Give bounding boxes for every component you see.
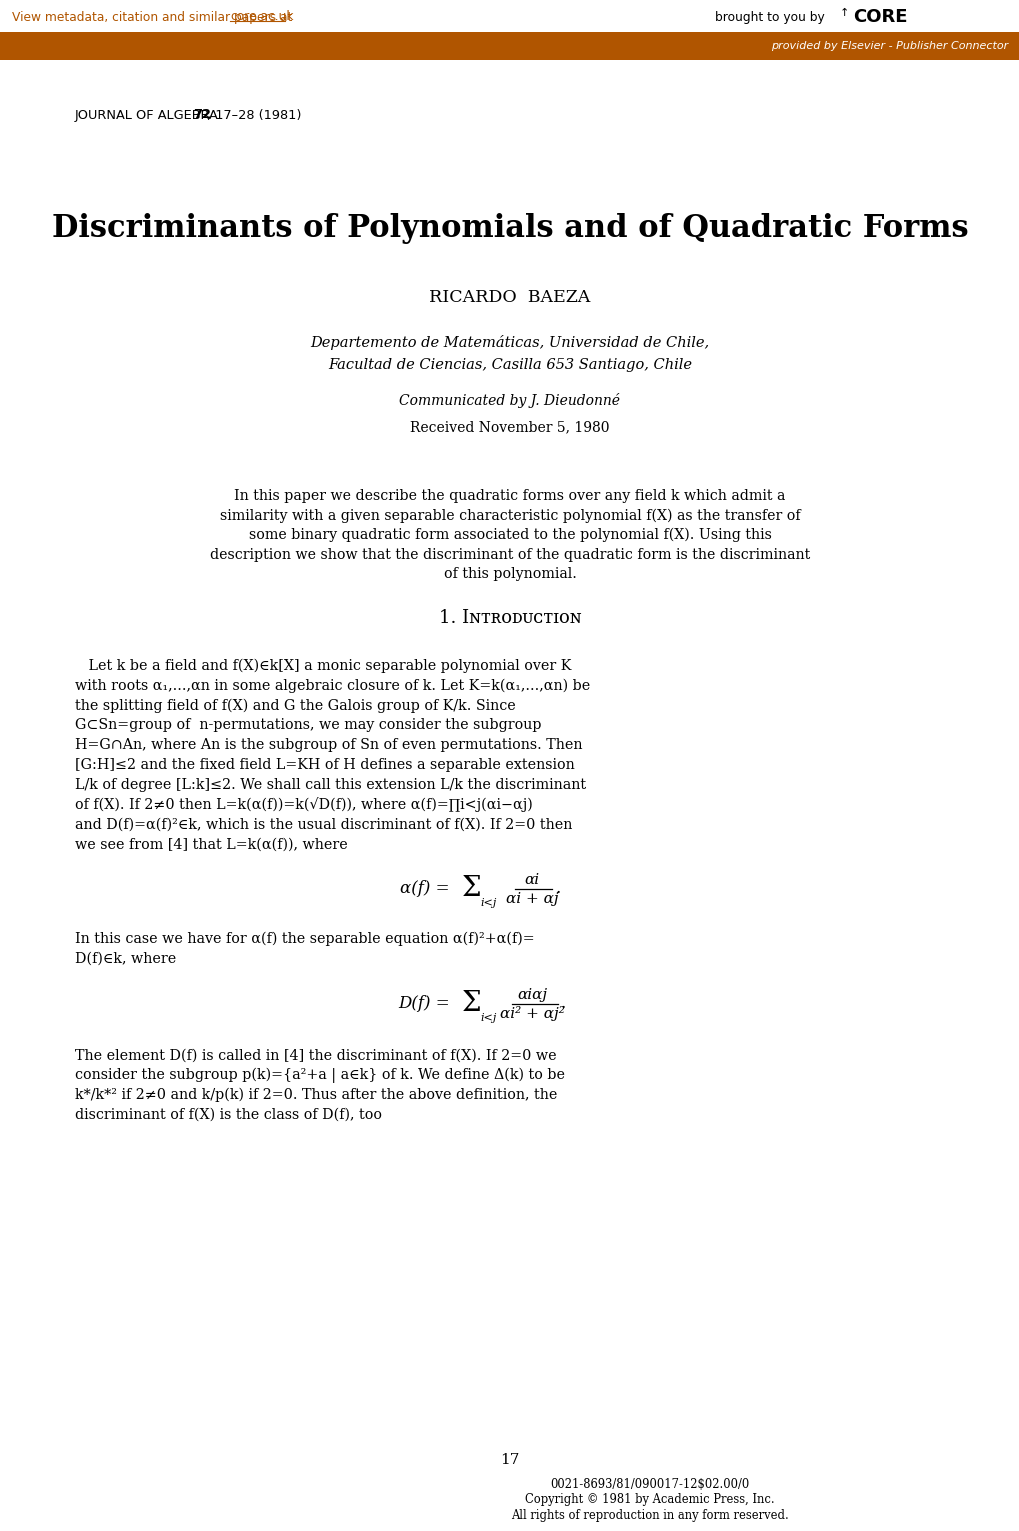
Text: Discriminants of Polynomials and of Quadratic Forms: Discriminants of Polynomials and of Quad… <box>52 213 967 243</box>
Text: some binary quadratic form associated to the polynomial f(X). Using this: some binary quadratic form associated to… <box>249 528 770 542</box>
Text: provided by Elsevier - Publisher Connector: provided by Elsevier - Publisher Connect… <box>770 41 1007 51</box>
Text: Σ: Σ <box>462 991 481 1017</box>
Text: RICARDO  BAEZA: RICARDO BAEZA <box>429 289 590 306</box>
Text: k*/k*² if 2≠0 and k/p(k) if 2=0. Thus after the above definition, the: k*/k*² if 2≠0 and k/p(k) if 2=0. Thus af… <box>75 1089 556 1102</box>
Text: Facultad de Ciencias, Casilla 653 Santiago, Chile: Facultad de Ciencias, Casilla 653 Santia… <box>328 358 691 372</box>
Text: [G:H]≤2 and the fixed field L=KH of H defines a separable extension: [G:H]≤2 and the fixed field L=KH of H de… <box>75 758 574 772</box>
Text: Σ: Σ <box>462 876 481 902</box>
Text: .: . <box>559 995 565 1012</box>
Text: All rights of reproduction in any form reserved.: All rights of reproduction in any form r… <box>511 1510 788 1522</box>
Text: discriminant of f(X) is the class of D(f), too: discriminant of f(X) is the class of D(f… <box>75 1108 382 1122</box>
Text: αi² + αj²: αi² + αj² <box>499 1006 564 1021</box>
Text: and D(f)=α(f)²∈k, which is the usual discriminant of f(X). If 2=0 then: and D(f)=α(f)²∈k, which is the usual dis… <box>75 818 572 831</box>
Text: α(f) =: α(f) = <box>399 880 454 897</box>
Text: i<j: i<j <box>480 899 496 908</box>
Text: JOURNAL OF ALGEBRA: JOURNAL OF ALGEBRA <box>75 109 223 121</box>
Text: In this case we have for α(f) the separable equation α(f)²+α(f)=: In this case we have for α(f) the separa… <box>75 932 534 946</box>
Text: , 17–28 (1981): , 17–28 (1981) <box>207 109 302 121</box>
Text: Let k be a field and f(X)∈k[X] a monic separable polynomial over K: Let k be a field and f(X)∈k[X] a monic s… <box>75 658 571 674</box>
Text: i<j: i<j <box>480 1012 496 1023</box>
Text: the splitting field of f(X) and G the Galois group of K/k. Since: the splitting field of f(X) and G the Ga… <box>75 698 516 713</box>
Text: View metadata, citation and similar papers at: View metadata, citation and similar pape… <box>12 11 292 23</box>
Text: description we show that the discriminant of the quadratic form is the discrimin: description we show that the discriminan… <box>210 548 809 562</box>
Text: αi: αi <box>524 873 539 886</box>
Text: CORE: CORE <box>852 8 907 26</box>
Text: Departemento de Matemáticas, Universidad de Chile,: Departemento de Matemáticas, Universidad… <box>310 334 709 349</box>
Text: In this paper we describe the quadratic forms over any field k which admit a: In this paper we describe the quadratic … <box>234 488 785 504</box>
Text: of this polynomial.: of this polynomial. <box>443 566 576 580</box>
Text: .: . <box>554 880 559 897</box>
Text: ↑: ↑ <box>840 8 849 18</box>
Text: L/k of degree [L:k]≤2. We shall call this extension L/k the discriminant: L/k of degree [L:k]≤2. We shall call thi… <box>75 778 586 792</box>
Text: core.ac.uk: core.ac.uk <box>229 11 293 23</box>
Text: 0021-8693/81/090017-12$02.00/0: 0021-8693/81/090017-12$02.00/0 <box>550 1477 749 1491</box>
Text: Copyright © 1981 by Academic Press, Inc.: Copyright © 1981 by Academic Press, Inc. <box>525 1494 774 1507</box>
Text: consider the subgroup p(k)={a²+a | a∈k} of k. We define Δ(k) to be: consider the subgroup p(k)={a²+a | a∈k} … <box>75 1067 565 1082</box>
Text: D(f) =: D(f) = <box>397 995 454 1012</box>
Text: with roots α₁,...,αn in some algebraic closure of k. Let K=k(α₁,...,αn) be: with roots α₁,...,αn in some algebraic c… <box>75 678 590 694</box>
Bar <box>0 32 1019 60</box>
Text: 1. Iɴᴛʀᴏᴅᴜᴄᴛɪᴏɴ: 1. Iɴᴛʀᴏᴅᴜᴄᴛɪᴏɴ <box>438 609 581 628</box>
Text: brought to you by: brought to you by <box>714 11 824 23</box>
Text: similarity with a given separable characteristic polynomial f(X) as the transfer: similarity with a given separable charac… <box>219 508 800 522</box>
Text: Communicated by J. Dieudonné: Communicated by J. Dieudonné <box>399 392 620 407</box>
Text: 72: 72 <box>193 109 211 121</box>
Text: H=G∩An, where An is the subgroup of Sn of even permutations. Then: H=G∩An, where An is the subgroup of Sn o… <box>75 738 582 752</box>
Text: 17: 17 <box>500 1453 519 1467</box>
Text: αi + αj: αi + αj <box>505 893 557 906</box>
Text: The element D(f) is called in [4] the discriminant of f(X). If 2=0 we: The element D(f) is called in [4] the di… <box>75 1049 556 1063</box>
Text: G⊂Sn=group of  n-permutations, we may consider the subgroup: G⊂Sn=group of n-permutations, we may con… <box>75 718 541 732</box>
Text: Received November 5, 1980: Received November 5, 1980 <box>410 419 609 433</box>
Text: D(f)∈k, where: D(f)∈k, where <box>75 952 176 966</box>
Text: of f(X). If 2≠0 then L=k(α(f))=k(√D(f)), where α(f)=∏i<j(αi−αj): of f(X). If 2≠0 then L=k(α(f))=k(√D(f)),… <box>75 798 532 811</box>
Text: αiαj: αiαj <box>517 987 546 1001</box>
Text: we see from [4] that L=k(α(f)), where: we see from [4] that L=k(α(f)), where <box>75 837 347 851</box>
